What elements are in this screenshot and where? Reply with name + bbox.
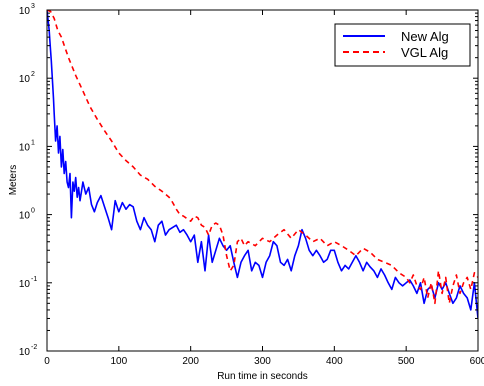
y-tick-exponent: -1 — [31, 276, 37, 283]
legend-box — [334, 23, 471, 67]
legend-label-new-alg: New Alg — [401, 29, 449, 44]
series-line-vgl-alg — [47, 10, 478, 305]
y-tick-label: 10 — [19, 6, 31, 17]
x-tick-label: 300 — [254, 356, 271, 367]
y-axis-label: Meters — [8, 165, 19, 196]
legend-label-vgl-alg: VGL Alg — [401, 45, 448, 60]
y-tick-label: 10 — [19, 279, 31, 290]
y-tick-exponent: 1 — [31, 139, 35, 146]
x-tick-label: 100 — [110, 356, 127, 367]
y-tick-exponent: -2 — [31, 344, 37, 351]
series-layer — [47, 10, 478, 319]
x-tick-label: 500 — [398, 356, 415, 367]
x-tick-label: 200 — [182, 356, 199, 367]
x-tick-label: 400 — [326, 356, 343, 367]
legend: New Alg VGL Alg — [334, 23, 471, 67]
y-tick-label: 10 — [19, 211, 31, 222]
y-tick-exponent: 0 — [31, 208, 35, 215]
x-tick-label: 0 — [44, 356, 50, 367]
y-tick-label: 10 — [19, 347, 31, 358]
y-tick-exponent: 3 — [31, 3, 35, 10]
plot-background — [47, 10, 478, 351]
y-tick-exponent: 2 — [31, 71, 35, 78]
y-tick-label: 10 — [19, 74, 31, 85]
y-tick-label: 10 — [19, 142, 31, 153]
x-axis-label: Run time in seconds — [217, 371, 308, 382]
x-tick-label: 600 — [470, 356, 484, 367]
